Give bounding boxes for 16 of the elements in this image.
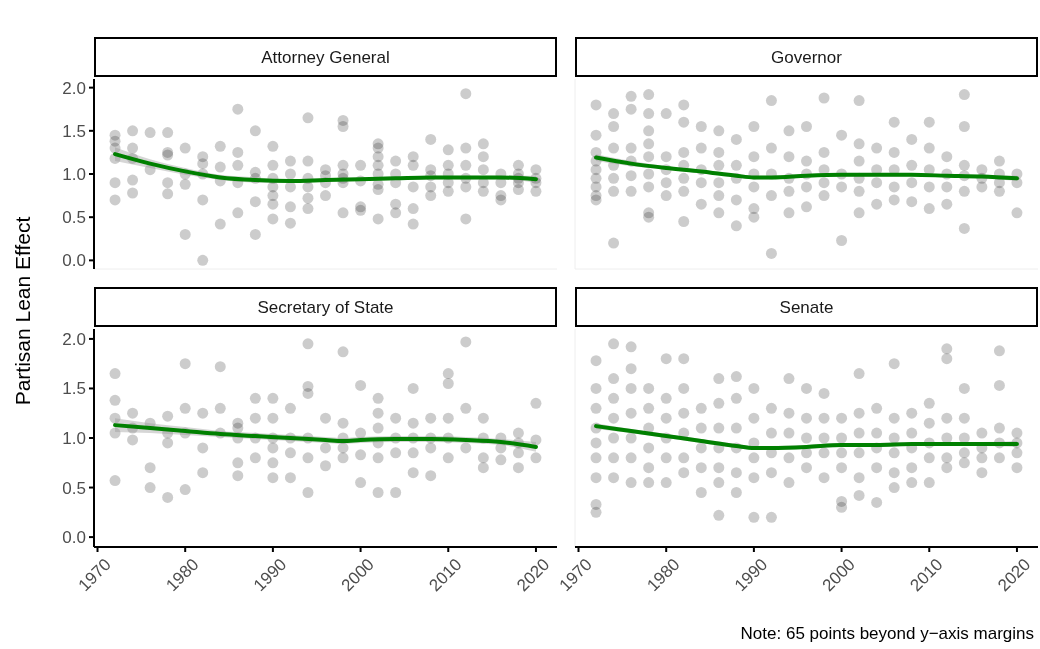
y-tick-label: 1.0	[62, 429, 86, 448]
y-tick-label: 0.5	[62, 208, 86, 228]
y-tick-label: 2.0	[62, 329, 86, 349]
chart-title: Governor	[771, 48, 843, 67]
y-tick-label: 1.0	[62, 165, 86, 184]
y-tick-label: 1.5	[62, 379, 86, 399]
chart-title: Senate	[779, 298, 834, 317]
chart-title: Attorney General	[261, 48, 390, 67]
text: Note: 65 points beyond y−axis margins	[740, 624, 1034, 643]
chart-title: Secretary of State	[257, 298, 394, 317]
y-tick-label: 1.5	[62, 121, 86, 141]
y-tick-label: 0.0	[62, 528, 86, 548]
y-tick-label: 0.0	[62, 251, 86, 271]
y-axis-title: Partisan Lean Effect	[11, 216, 34, 406]
y-tick-label: 0.5	[62, 478, 86, 498]
y-tick-label: 2.0	[62, 78, 86, 98]
